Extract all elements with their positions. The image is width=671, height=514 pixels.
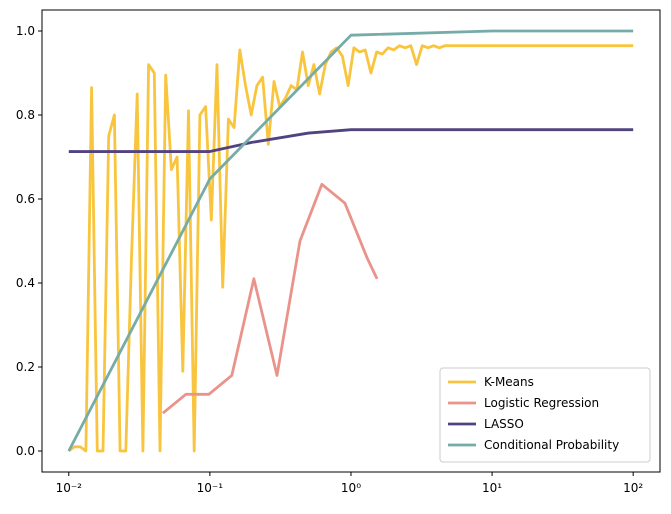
x-tick-label: 10⁻² bbox=[56, 481, 83, 495]
legend-label: Conditional Probability bbox=[484, 438, 619, 452]
y-tick-label: 0.2 bbox=[16, 360, 35, 374]
x-tick-label: 10⁻¹ bbox=[197, 481, 224, 495]
series-line bbox=[67, 44, 634, 453]
x-tick-label: 10² bbox=[623, 481, 643, 495]
legend-label: Logistic Regression bbox=[484, 396, 599, 410]
x-tick-label: 10¹ bbox=[482, 481, 502, 495]
plot-frame bbox=[41, 9, 661, 473]
legend-box bbox=[439, 367, 651, 463]
y-tick-label: 1.0 bbox=[16, 24, 35, 38]
series-line bbox=[67, 29, 634, 452]
legend-label: K-Means bbox=[484, 375, 534, 389]
legend: K-Means Logistic Regression LASSO Condition… bbox=[439, 367, 651, 463]
y-tick-label: 0.8 bbox=[16, 108, 35, 122]
y-tick-label: 0.6 bbox=[16, 192, 35, 206]
series-line bbox=[161, 182, 379, 415]
y-tick-label: 0.4 bbox=[16, 276, 35, 290]
x-tick-label: 10⁰ bbox=[341, 481, 361, 495]
series-line bbox=[68, 128, 634, 153]
legend-label: LASSO bbox=[484, 417, 524, 431]
y-tick-label: 0.0 bbox=[16, 444, 35, 458]
